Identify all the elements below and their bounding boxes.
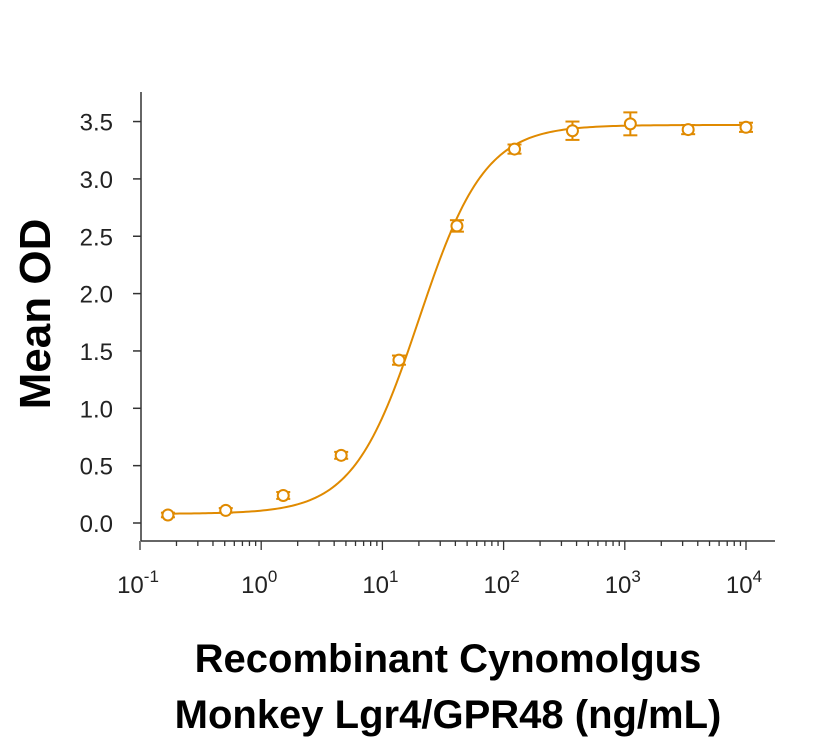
fit-curve bbox=[167, 124, 746, 515]
data-point bbox=[276, 488, 291, 502]
x-axis-label-line-1: Recombinant Cynomolgus bbox=[195, 637, 702, 681]
data-point bbox=[334, 448, 349, 462]
data-point bbox=[623, 111, 638, 137]
data-point bbox=[391, 353, 406, 367]
x-axis-label-line-2: Monkey Lgr4/GPR48 (ng/mL) bbox=[175, 693, 722, 737]
data-point bbox=[160, 508, 175, 522]
x-ticks: 10-1 100 101 102 103 104 bbox=[117, 541, 762, 599]
data-marker bbox=[565, 124, 579, 138]
data-point bbox=[507, 142, 522, 156]
data-point bbox=[565, 120, 580, 141]
data-marker bbox=[334, 448, 348, 462]
y-tick-label: 0.5 bbox=[80, 454, 113, 481]
y-tick-label: 1.0 bbox=[80, 396, 113, 423]
y-tick-label: 3.5 bbox=[80, 110, 113, 137]
y-tick-label: 3.0 bbox=[80, 167, 113, 194]
data-marker bbox=[219, 503, 233, 517]
data-point bbox=[681, 123, 696, 137]
data-point bbox=[739, 120, 753, 134]
data-points bbox=[160, 111, 753, 522]
data-marker bbox=[681, 123, 695, 137]
y-tick-label: 2.0 bbox=[80, 282, 113, 309]
x-tick-label: 100 bbox=[241, 567, 277, 599]
y-ticks: 0.0 0.5 1.0 1.5 2.0 2.5 3.0 3.5 bbox=[80, 110, 141, 538]
axes bbox=[140, 92, 775, 542]
data-marker bbox=[507, 142, 521, 156]
y-axis-label: Mean OD bbox=[11, 219, 60, 410]
data-marker bbox=[276, 488, 290, 502]
x-tick-label: 101 bbox=[362, 567, 398, 599]
y-tick-label: 1.5 bbox=[80, 339, 113, 366]
x-tick-label: 104 bbox=[726, 567, 762, 599]
x-tick-label: 103 bbox=[605, 567, 641, 599]
data-point bbox=[449, 219, 464, 233]
data-marker bbox=[450, 219, 464, 233]
data-point bbox=[218, 503, 233, 517]
data-marker bbox=[161, 508, 175, 522]
y-tick-label: 2.5 bbox=[80, 224, 113, 251]
data-marker bbox=[739, 120, 753, 134]
data-marker bbox=[392, 353, 406, 367]
x-tick-label: 102 bbox=[484, 567, 520, 599]
y-tick-label: 0.0 bbox=[80, 511, 113, 538]
data-marker bbox=[623, 117, 637, 131]
x-tick-label: 10-1 bbox=[117, 567, 159, 599]
